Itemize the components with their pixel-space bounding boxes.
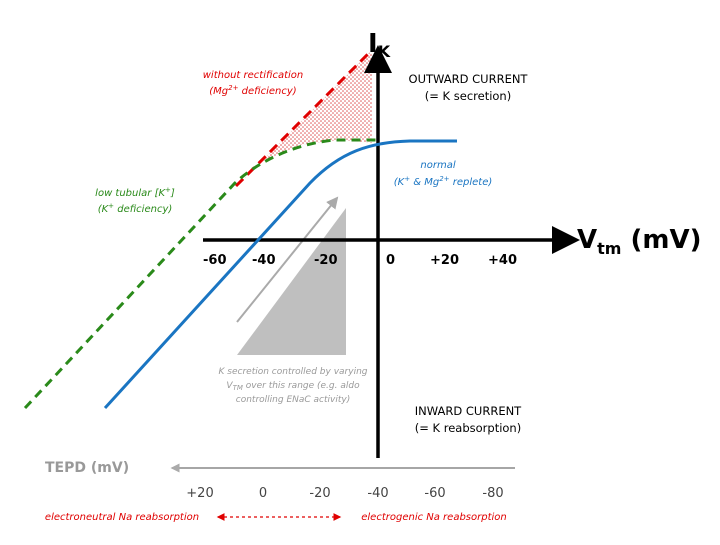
normal-curve xyxy=(103,139,457,410)
tepd-tick: -40 xyxy=(367,486,388,501)
range-note-line1: K secretion controlled by varying xyxy=(219,367,368,377)
low-tubular-k-curve xyxy=(23,138,380,410)
x-tick: +40 xyxy=(488,253,517,268)
x-tick: -40 xyxy=(252,253,276,268)
low-tubular-k-label: low tubular [K+] xyxy=(95,186,175,199)
y-axis-label: IK xyxy=(368,29,391,61)
tepd-tick: -20 xyxy=(309,486,330,501)
x-tick: 0 xyxy=(386,253,395,268)
tepd-tick: 0 xyxy=(259,486,267,501)
k-deficiency-label: (K+ deficiency) xyxy=(98,202,173,215)
electroneutral-label: electroneutral Na reabsorption xyxy=(45,512,199,523)
normal-label: normal xyxy=(420,160,455,171)
tepd-tick: -80 xyxy=(482,486,503,501)
without-rectification-label: without rectification xyxy=(203,70,303,81)
inward-current-sublabel: (= K reabsorption) xyxy=(415,421,521,435)
x-tick: -60 xyxy=(203,253,227,268)
range-arrow xyxy=(236,196,339,323)
outward-current-label: OUTWARD CURRENT xyxy=(409,72,529,86)
mg-deficiency-label: (Mg2+ deficiency) xyxy=(209,84,296,97)
electrogenic-label: electrogenic Na reabsorption xyxy=(361,512,507,523)
tepd-axis-label: TEPD (mV) xyxy=(45,460,129,476)
outward-current-sublabel: (= K secretion) xyxy=(425,89,511,103)
inward-current-label: INWARD CURRENT xyxy=(415,404,522,418)
tepd-tick: +20 xyxy=(186,486,213,501)
range-note-line3: controlling ENaC activity) xyxy=(236,395,350,405)
control-range-triangle xyxy=(237,208,346,355)
x-axis-label: Vtm (mV) xyxy=(577,225,701,258)
x-tick: -20 xyxy=(314,253,338,268)
x-tick: +20 xyxy=(430,253,459,268)
tepd-tick: -60 xyxy=(424,486,445,501)
range-note-line2: VTM over this range (e.g. aldo xyxy=(226,381,360,392)
without-rectification-curve xyxy=(234,48,374,188)
replete-label: (K+ & Mg2+ replete) xyxy=(394,175,493,188)
